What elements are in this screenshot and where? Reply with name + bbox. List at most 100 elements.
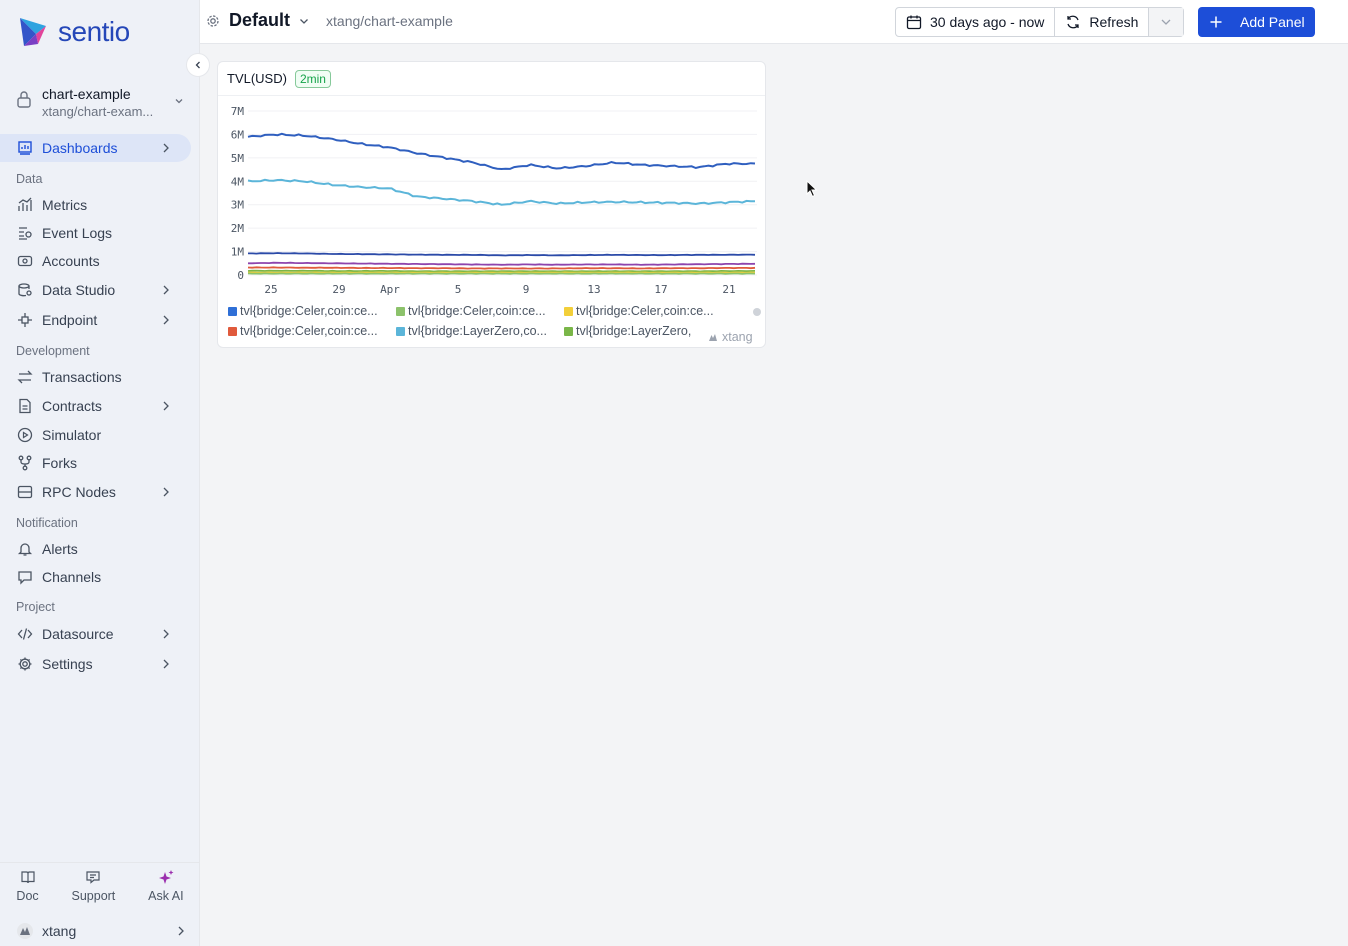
- legend-label: tvl{bridge:LayerZero,: [576, 324, 692, 338]
- project-selector[interactable]: chart-example xtang/chart-exam...: [16, 86, 184, 122]
- sidebar-item-label: Alerts: [42, 541, 78, 557]
- refresh-interval-badge: 2min: [294, 69, 331, 88]
- sidebar-item-endpoint[interactable]: Endpoint: [0, 306, 191, 334]
- refresh-icon: [1067, 15, 1080, 29]
- lock-icon: [17, 91, 31, 108]
- series-line[interactable]: [247, 266, 756, 270]
- sidebar-item-contracts[interactable]: Contracts: [0, 392, 191, 420]
- legend-swatch: [564, 306, 573, 316]
- legend-item[interactable]: tvl{bridge:Celer,coin:ce...: [564, 304, 714, 318]
- server-icon: [16, 483, 34, 501]
- sidebar-item-datasource[interactable]: Datasource: [0, 620, 191, 648]
- chevron-right-icon: [163, 143, 169, 153]
- series-line[interactable]: [247, 269, 756, 273]
- series-line[interactable]: [248, 252, 756, 257]
- sidebar-item-label: RPC Nodes: [42, 484, 116, 500]
- sidebar-item-event-logs[interactable]: Event Logs: [0, 219, 191, 247]
- user-name: xtang: [42, 923, 77, 939]
- add-panel-label: Add Panel: [1240, 14, 1305, 30]
- refresh-label: Refresh: [1089, 14, 1139, 30]
- tvl-line-chart[interactable]: 7M 6M 5M 4M 3M 2M 1M 0 25 29 Apr 5 9 13 17 21: [218, 96, 765, 306]
- endpoint-icon: [16, 311, 34, 329]
- sidebar-item-alerts[interactable]: Alerts: [0, 535, 191, 563]
- add-panel-button[interactable]: Add Panel: [1198, 7, 1315, 37]
- dashboard-icon: [16, 139, 34, 157]
- refresh-button[interactable]: Refresh: [1055, 8, 1150, 36]
- legend-item[interactable]: tvl{bridge:LayerZero,co...: [396, 324, 547, 338]
- series-line[interactable]: [247, 132, 756, 171]
- support-button[interactable]: Support: [71, 863, 116, 908]
- sidebar-item-label: Settings: [42, 656, 93, 672]
- sidebar-item-transactions[interactable]: Transactions: [0, 363, 191, 391]
- ask-ai-button[interactable]: Ask AI: [148, 863, 184, 908]
- sidebar-item-label: Forks: [42, 455, 77, 471]
- x-tick-label: Apr: [380, 283, 400, 296]
- y-tick-label: 2M: [231, 222, 245, 235]
- refresh-interval-dropdown[interactable]: [1149, 8, 1184, 36]
- sentio-logo-icon: [20, 18, 46, 46]
- user-menu[interactable]: xtang: [16, 922, 186, 940]
- chevron-right-icon: [163, 629, 169, 639]
- sidebar-item-rpc-nodes[interactable]: RPC Nodes: [0, 478, 191, 506]
- y-tick-label: 1M: [231, 246, 245, 259]
- chevron-left-icon: [195, 61, 200, 69]
- chevron-down-icon[interactable]: [298, 15, 310, 27]
- time-range-label: 30 days ago - now: [930, 14, 1045, 30]
- sidebar-collapse-button[interactable]: [186, 53, 210, 77]
- legend-label: tvl{bridge:LayerZero,co...: [408, 324, 547, 338]
- plus-icon: [1210, 16, 1222, 28]
- panel-title: TVL(USD): [227, 71, 287, 86]
- section-label-project: Project: [16, 600, 55, 614]
- legend-pager-dot[interactable]: [753, 308, 761, 316]
- support-label: Support: [71, 889, 116, 903]
- sentio-logo[interactable]: sentio: [16, 14, 130, 50]
- chevron-right-icon: [163, 285, 169, 295]
- metrics-icon: [16, 196, 34, 214]
- panel-watermark: xtang: [704, 330, 757, 344]
- legend-swatch: [564, 326, 573, 336]
- doc-button[interactable]: Doc: [16, 863, 39, 908]
- support-chat-icon: [86, 871, 100, 884]
- legend-item[interactable]: tvl{bridge:LayerZero,: [564, 324, 691, 338]
- sidebar-item-data-studio[interactable]: Data Studio: [0, 276, 191, 304]
- section-label-notification: Notification: [16, 516, 78, 530]
- legend-item[interactable]: tvl{bridge:Celer,coin:ce...: [396, 304, 546, 318]
- sidebar: sentio chart-example xtang/chart-exam...…: [0, 0, 200, 946]
- legend-swatch: [228, 326, 237, 336]
- x-tick-label: 29: [332, 283, 345, 296]
- legend-item[interactable]: tvl{bridge:Celer,coin:ce...: [228, 304, 378, 318]
- series-line[interactable]: [247, 178, 756, 206]
- sidebar-item-label: Data Studio: [42, 282, 116, 298]
- sidebar-item-simulator[interactable]: Simulator: [0, 421, 191, 449]
- dashboard-settings-gear-icon[interactable]: [205, 13, 221, 29]
- legend-item[interactable]: tvl{bridge:Celer,coin:ce...: [228, 324, 378, 338]
- legend-label: tvl{bridge:Celer,coin:ce...: [240, 304, 378, 318]
- x-tick-label: 17: [654, 283, 667, 296]
- sidebar-item-label: Simulator: [42, 427, 102, 443]
- sidebar-item-label: Dashboards: [42, 140, 118, 156]
- dashboard-path: xtang/chart-example: [326, 12, 453, 29]
- avatar: [17, 923, 33, 939]
- project-path: xtang/chart-exam...: [42, 104, 154, 119]
- x-tick-label: 25: [264, 283, 277, 296]
- series-line[interactable]: [248, 261, 756, 266]
- y-tick-label: 7M: [231, 105, 245, 118]
- fork-icon: [16, 454, 34, 472]
- legend-label: tvl{bridge:Celer,coin:ce...: [408, 304, 546, 318]
- sidebar-item-channels[interactable]: Channels: [0, 563, 191, 591]
- code-icon: [16, 625, 34, 643]
- dashboard-title[interactable]: Default: [229, 10, 291, 30]
- sidebar-item-settings[interactable]: Settings: [0, 650, 191, 678]
- series-line[interactable]: [247, 271, 756, 274]
- sidebar-item-metrics[interactable]: Metrics: [0, 191, 191, 219]
- sidebar-item-dashboards[interactable]: Dashboards: [0, 134, 191, 162]
- dashboard-canvas: TVL(USD) 2min 7M 6M 5M 4M 3M 2M 1M 0 25 29 Apr 5 9 13…: [200, 44, 1348, 946]
- chart-panel[interactable]: TVL(USD) 2min 7M 6M 5M 4M 3M 2M 1M 0 25 29 Apr 5 9 13…: [217, 61, 766, 348]
- time-range-button[interactable]: 30 days ago - now: [896, 8, 1056, 36]
- sparkle-icon: [158, 870, 174, 884]
- dashboard-header: Default xtang/chart-example 30 days ago …: [200, 0, 1348, 44]
- sidebar-item-label: Event Logs: [42, 225, 113, 241]
- sidebar-item-accounts[interactable]: Accounts: [0, 247, 191, 275]
- sidebar-item-label: Endpoint: [42, 312, 98, 328]
- sidebar-item-forks[interactable]: Forks: [0, 449, 191, 477]
